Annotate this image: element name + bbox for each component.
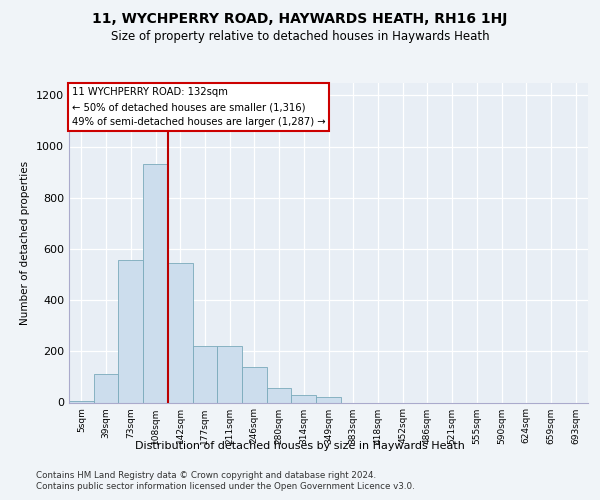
Text: Size of property relative to detached houses in Haywards Heath: Size of property relative to detached ho… <box>110 30 490 43</box>
Bar <box>94 374 118 402</box>
Bar <box>292 395 316 402</box>
Text: Contains HM Land Registry data © Crown copyright and database right 2024.: Contains HM Land Registry data © Crown c… <box>36 471 376 480</box>
Text: Contains public sector information licensed under the Open Government Licence v3: Contains public sector information licen… <box>36 482 415 491</box>
Bar <box>267 388 292 402</box>
Bar <box>217 346 242 403</box>
Bar <box>242 366 267 402</box>
Y-axis label: Number of detached properties: Number of detached properties <box>20 160 31 324</box>
Bar <box>193 346 217 403</box>
Bar <box>118 260 143 402</box>
Bar <box>168 263 193 402</box>
Text: Distribution of detached houses by size in Haywards Heath: Distribution of detached houses by size … <box>135 441 465 451</box>
Text: 11 WYCHPERRY ROAD: 132sqm
← 50% of detached houses are smaller (1,316)
49% of se: 11 WYCHPERRY ROAD: 132sqm ← 50% of detac… <box>71 88 325 127</box>
Bar <box>316 398 341 402</box>
Text: 11, WYCHPERRY ROAD, HAYWARDS HEATH, RH16 1HJ: 11, WYCHPERRY ROAD, HAYWARDS HEATH, RH16… <box>92 12 508 26</box>
Bar <box>143 164 168 402</box>
Bar <box>69 401 94 402</box>
